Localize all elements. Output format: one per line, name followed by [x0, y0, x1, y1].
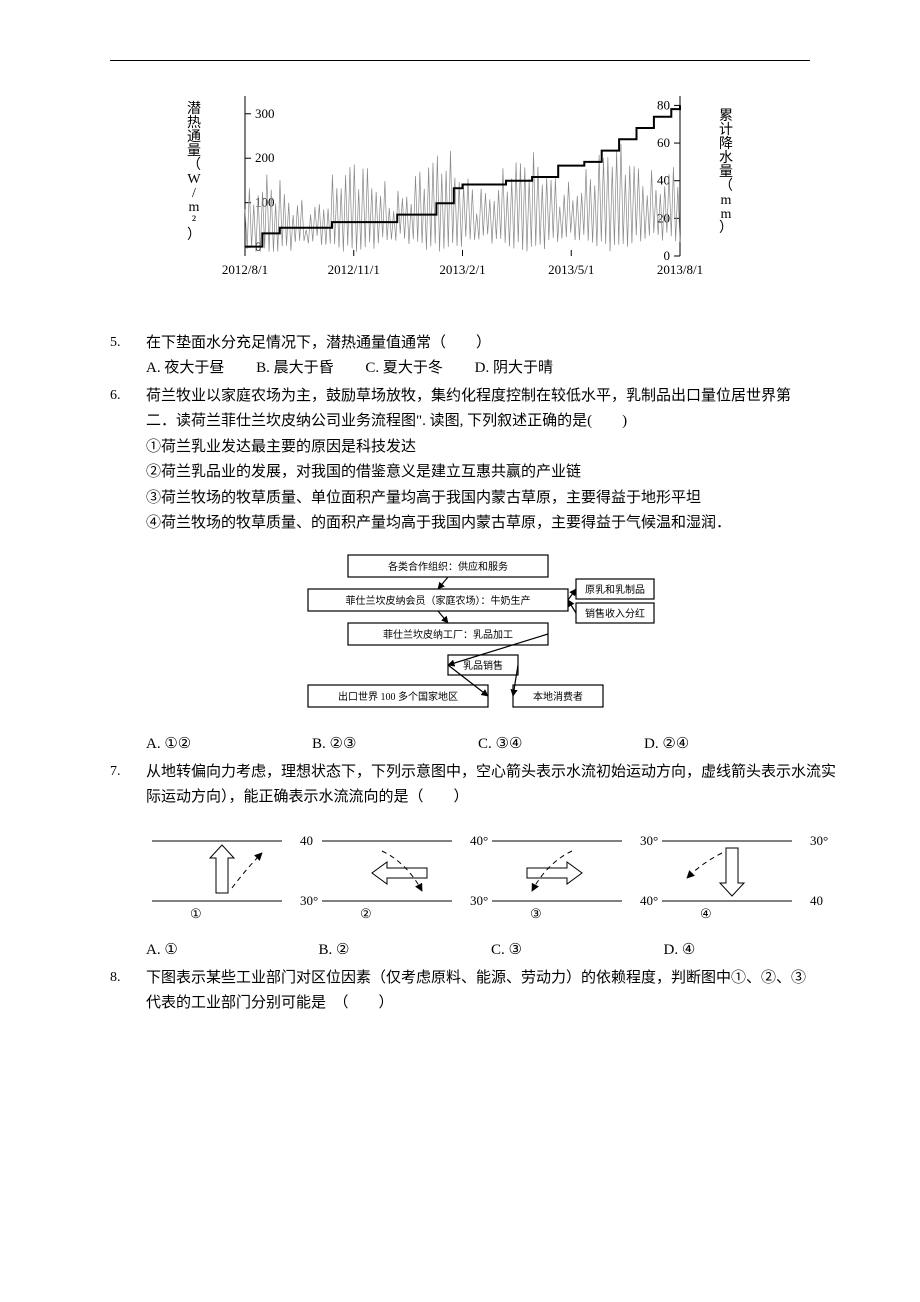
svg-text:40°: 40°	[470, 833, 488, 848]
svg-text:①: ①	[190, 906, 202, 921]
flowchart-diagram: 各类合作组织：供应和服务菲仕兰坎皮纳会员（家庭农场）：牛奶生产 原乳和乳制品销售收…	[146, 547, 810, 725]
svg-text:200: 200	[255, 150, 275, 165]
option-b: B. ②③	[312, 732, 478, 758]
option-b: B. ②	[319, 938, 492, 964]
option-c: C. ③④	[478, 732, 644, 758]
svg-text:300: 300	[255, 106, 275, 121]
question-options: A. 夜大于昼 B. 晨大于昏 C. 夏大于冬 D. 阴大于晴	[146, 356, 810, 382]
question-8: 8. 下图表示某些工业部门对区位因素（仅考虑原料、能源、劳动力）的依赖程度，判断…	[110, 966, 810, 1017]
svg-text:潜热通量（W/m²）: 潜热通量（W/m²）	[187, 101, 201, 243]
svg-text:2012/11/1: 2012/11/1	[328, 262, 380, 277]
svg-text:各类合作组织：供应和服务: 各类合作组织：供应和服务	[388, 560, 508, 573]
svg-text:60: 60	[657, 135, 670, 150]
svg-text:②: ②	[360, 906, 372, 921]
svg-text:80: 80	[657, 97, 670, 112]
option-d: D. 阴大于晴	[475, 356, 553, 382]
svg-text:2013/2/1: 2013/2/1	[439, 262, 485, 277]
question-5: 5. 在下垫面水分充足情况下，潜热通量值通常（ ） A. 夜大于昼 B. 晨大于…	[110, 331, 810, 382]
svg-text:30°: 30°	[470, 893, 488, 908]
question-text: 在下垫面水分充足情况下，潜热通量值通常（ ）	[146, 331, 810, 357]
coriolis-panels: 40 30° ① 40° 30° ② 30° 40° ③ 30° 40 ④	[146, 823, 836, 933]
svg-text:40: 40	[300, 833, 313, 848]
statement-2: ②荷兰乳品业的发展，对我国的借鉴意义是建立互惠共赢的产业链	[146, 460, 810, 486]
svg-text:30°: 30°	[640, 833, 658, 848]
option-a: A. 夜大于昼	[146, 356, 224, 382]
svg-text:累计降水量（mm）: 累计降水量（mm）	[719, 109, 733, 236]
svg-text:销售收入分红: 销售收入分红	[585, 607, 645, 620]
svg-text:0: 0	[664, 248, 671, 263]
question-number: 8.	[110, 966, 146, 1017]
question-text: 从地转偏向力考虑，理想状态下，下列示意图中，空心箭头表示水流初始运动方向，虚线箭…	[146, 760, 836, 811]
svg-text:原乳和乳制品: 原乳和乳制品	[585, 583, 645, 596]
svg-text:40: 40	[657, 173, 670, 188]
statement-3: ③荷兰牧场的牧草质量、单位面积产量均高于我国内蒙古草原，主要得益于地形平坦	[146, 486, 810, 512]
header-divider	[110, 60, 810, 61]
question-7: 7. 从地转偏向力考虑，理想状态下，下列示意图中，空心箭头表示水流初始运动方向，…	[110, 760, 810, 964]
question-number: 7.	[110, 760, 146, 964]
svg-text:菲仕兰坎皮纳会员（家庭农场）：牛奶生产: 菲仕兰坎皮纳会员（家庭农场）：牛奶生产	[346, 594, 531, 607]
question-text: 荷兰牧业以家庭农场为主，鼓励草场放牧，集约化程度控制在较低水平，乳制品出口量位居…	[146, 384, 810, 435]
option-d: D. ④	[664, 938, 837, 964]
question-number: 6.	[110, 384, 146, 758]
latent-heat-chart: 01002003000204060802012/8/12012/11/12013…	[110, 86, 810, 306]
svg-text:2013/5/1: 2013/5/1	[548, 262, 594, 277]
svg-text:本地消费者: 本地消费者	[533, 690, 583, 703]
svg-text:40°: 40°	[640, 893, 658, 908]
option-c: C. 夏大于冬	[365, 356, 443, 382]
svg-text:40: 40	[810, 893, 823, 908]
option-b: B. 晨大于昏	[256, 356, 334, 382]
question-number: 5.	[110, 331, 146, 382]
svg-text:30°: 30°	[810, 833, 828, 848]
question-6: 6. 荷兰牧业以家庭农场为主，鼓励草场放牧，集约化程度控制在较低水平，乳制品出口…	[110, 384, 810, 758]
option-c: C. ③	[491, 938, 664, 964]
option-a: A. ①	[146, 938, 319, 964]
statement-4: ④荷兰牧场的牧草质量、的面积产量均高于我国内蒙古草原，主要得益于气候温和湿润．	[146, 511, 810, 537]
svg-text:④: ④	[700, 906, 712, 921]
svg-text:2012/8/1: 2012/8/1	[222, 262, 268, 277]
svg-text:菲仕兰坎皮纳工厂：乳品加工: 菲仕兰坎皮纳工厂：乳品加工	[383, 628, 513, 641]
svg-text:出口世界 100 多个国家地区: 出口世界 100 多个国家地区	[338, 690, 458, 703]
svg-text:2013/8/1: 2013/8/1	[657, 262, 703, 277]
statement-1: ①荷兰乳业发达最主要的原因是科技发达	[146, 435, 810, 461]
svg-text:乳品销售: 乳品销售	[463, 659, 503, 672]
svg-text:30°: 30°	[300, 893, 318, 908]
option-d: D. ②④	[644, 732, 810, 758]
question-text: 下图表示某些工业部门对区位因素（仅考虑原料、能源、劳动力）的依赖程度，判断图中①…	[146, 966, 810, 1017]
question-options: A. ①② B. ②③ C. ③④ D. ②④	[146, 732, 810, 758]
option-a: A. ①②	[146, 732, 312, 758]
question-options: A. ① B. ② C. ③ D. ④	[146, 938, 836, 964]
svg-text:③: ③	[530, 906, 542, 921]
